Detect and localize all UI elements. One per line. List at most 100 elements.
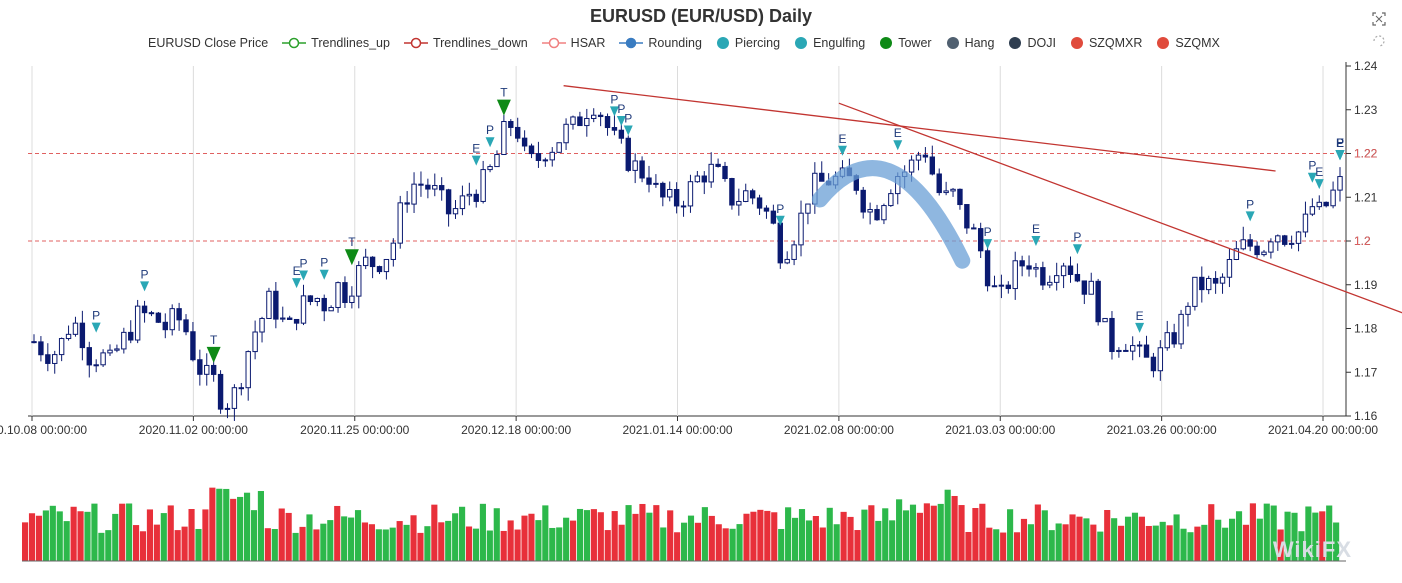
pattern-arrow: [1314, 179, 1324, 190]
volume-bar: [785, 507, 792, 561]
volume-bar: [431, 504, 438, 561]
candle-body: [660, 182, 666, 198]
candle-body: [280, 317, 286, 320]
candle-body: [252, 331, 258, 353]
candle-body: [1150, 356, 1157, 372]
candle-body: [93, 364, 99, 367]
legend-item[interactable]: SZQMXR: [1070, 36, 1142, 50]
volume-bar: [1013, 532, 1021, 561]
volume-bar: [174, 530, 181, 561]
volume-bar: [604, 530, 611, 561]
legend-label: Piercing: [734, 36, 781, 50]
volume-bar: [986, 527, 993, 561]
candle-body: [1178, 313, 1184, 345]
x-tick-label: 2021.03.03 00:00:00: [945, 423, 1055, 437]
volume-bar: [722, 528, 729, 561]
candle-body: [667, 189, 673, 198]
pattern-label: E: [894, 126, 902, 140]
volume-bar: [112, 513, 119, 561]
volume-bar: [549, 527, 556, 561]
candle-body: [722, 165, 728, 180]
legend-item[interactable]: Trendlines_down: [403, 36, 528, 50]
volume-bar: [209, 487, 216, 561]
volume-bar: [493, 508, 500, 561]
pattern-label: P: [624, 112, 632, 126]
legend-item[interactable]: Engulfing: [794, 36, 865, 50]
candle-body: [639, 160, 645, 179]
volume-bar: [28, 513, 36, 561]
rounding-pattern: [811, 160, 971, 269]
legend-item[interactable]: HSAR: [541, 36, 605, 50]
candle-body: [881, 205, 887, 221]
legend-symbol: [880, 37, 893, 49]
volume-bar: [875, 520, 882, 561]
candle-body: [1302, 213, 1309, 233]
legend-item[interactable]: Tower: [879, 36, 932, 50]
pattern-arrow: [496, 99, 511, 116]
legend-symbol: [946, 37, 959, 49]
pattern-arrow: [837, 145, 847, 156]
volume-bar: [764, 510, 771, 561]
pattern-arrow: [609, 106, 619, 117]
legend-item[interactable]: SZQMX: [1156, 36, 1220, 50]
zoom-icon[interactable]: [1372, 12, 1386, 26]
pattern-arrow: [140, 281, 150, 292]
volume-bar: [327, 520, 334, 561]
watermark: WikiFX: [1272, 537, 1352, 562]
volume-bar: [1201, 524, 1208, 561]
x-tick-label: 2021.01.14 00:00:00: [622, 423, 732, 437]
legend-label: Trendlines_up: [311, 36, 390, 50]
toolbox: [1372, 12, 1386, 48]
volume-bar: [1083, 518, 1090, 561]
volume-bar: [146, 509, 153, 561]
candle-body: [729, 178, 735, 206]
candle-body: [134, 305, 141, 341]
candle-body: [694, 175, 701, 183]
candle-body: [736, 200, 742, 206]
volume-bar: [757, 509, 764, 561]
candle-body: [1171, 332, 1177, 345]
volume-bar: [1104, 509, 1111, 561]
candle-body: [1088, 280, 1094, 295]
candle-body: [1164, 332, 1170, 349]
volume-bar: [1007, 509, 1014, 561]
volume-bar: [528, 513, 535, 561]
volume-bar: [167, 505, 174, 561]
candle-body: [501, 121, 507, 156]
candle-body: [432, 185, 438, 190]
candle-body: [549, 151, 555, 161]
x-tick-label: 2020.11.25 00:00:00: [300, 423, 410, 437]
candle-body: [618, 129, 625, 139]
volume-bar: [105, 530, 112, 561]
legend-symbol: [541, 37, 566, 49]
volume-bar: [292, 532, 299, 561]
volume-bar: [1298, 531, 1305, 561]
volume-bar: [361, 522, 369, 561]
legend-item[interactable]: Hang: [946, 36, 994, 50]
volume-bar: [979, 503, 986, 561]
volume-bar: [1041, 510, 1048, 561]
legend-item[interactable]: Trendlines_up: [282, 36, 390, 50]
volume-bar: [70, 506, 77, 561]
candle-body: [673, 189, 680, 207]
candle-body: [1247, 239, 1253, 247]
legend-item[interactable]: EURUSD Close Price: [148, 36, 268, 50]
legend-item[interactable]: Piercing: [716, 36, 780, 50]
legend-item[interactable]: Rounding: [619, 36, 702, 50]
candle-body: [943, 190, 949, 194]
pattern-label: E: [1336, 136, 1344, 150]
volume-bar: [382, 529, 389, 561]
volume-bar: [1076, 516, 1083, 561]
candle-body: [217, 373, 224, 410]
volume-bar: [632, 513, 639, 561]
legend-item[interactable]: DOJI: [1008, 36, 1056, 50]
volume-bar: [368, 524, 375, 561]
candle-body: [169, 308, 175, 331]
volume-bar: [1180, 528, 1187, 561]
pattern-label: E: [1336, 136, 1344, 150]
candle-body: [756, 197, 763, 209]
volume-bar: [715, 524, 722, 561]
restore-icon[interactable]: [1372, 34, 1386, 48]
volume-bar: [1111, 518, 1118, 561]
